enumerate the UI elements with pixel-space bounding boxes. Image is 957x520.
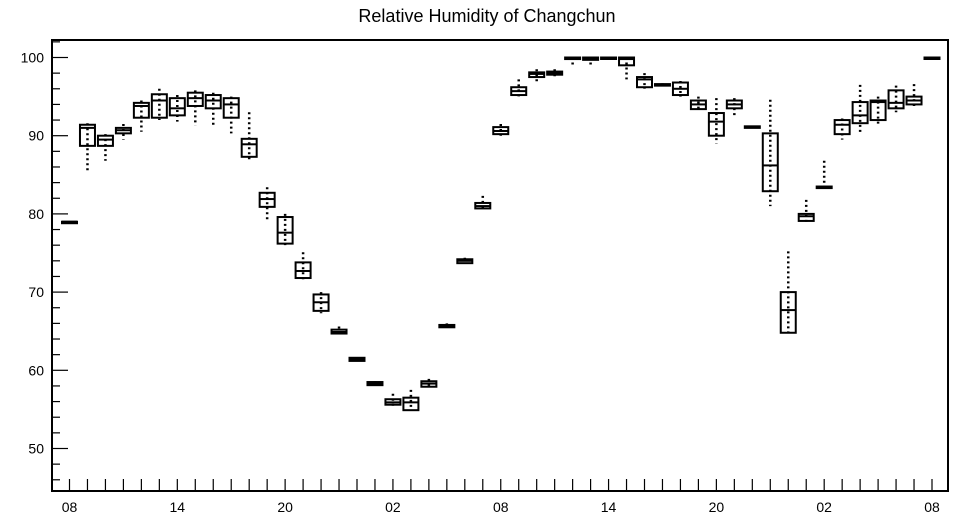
x-tick-label: 02 [385,499,401,515]
box-item [240,112,258,161]
box-item [833,118,851,140]
box-item [743,125,761,129]
box-body [779,291,797,334]
x-tick-label: 08 [924,499,940,515]
box-item [797,199,815,222]
box-body [761,132,779,193]
box-item [348,356,366,362]
x-tick-label: 20 [277,499,293,515]
box-item [420,378,438,388]
y-axis: 50 60 70 80 90 100 [21,41,68,481]
box-body [132,101,150,119]
box-item [294,252,312,280]
box-item [96,134,114,161]
box-item [653,83,671,87]
y-tick-label: 70 [28,284,44,300]
x-axis: 08 14 20 02 08 14 20 02 08 [62,479,940,515]
box-item [61,220,78,225]
box-body [618,56,636,67]
box-item [528,69,546,82]
box-item [132,100,150,132]
box-item [510,79,528,99]
box-item [402,389,420,412]
box-item [222,96,240,134]
box-item [600,56,618,60]
box-item [905,84,923,106]
box-item [869,96,887,124]
box-body [833,119,851,136]
box-item [78,123,96,171]
box-item [312,292,330,314]
box-item [671,80,689,97]
box-item [258,187,276,220]
box-item [366,381,384,387]
box-item [815,160,833,190]
box-item [851,84,869,135]
box-item [582,56,600,66]
box-body [240,137,258,158]
box-item [474,195,492,210]
chart-title: Relative Humidity of Changchun [358,6,615,26]
plot-frame [51,39,949,492]
box-item [761,99,779,207]
x-tick-label: 02 [816,499,832,515]
x-tick-label: 20 [709,499,725,515]
y-tick-label: 60 [28,362,44,378]
box-item [564,56,582,66]
box-item [618,56,636,80]
box-body [150,93,168,119]
box-series [61,56,941,412]
y-tick-label: 100 [21,50,45,66]
box-item [150,88,168,121]
y-tick-label: 80 [28,206,44,222]
box-item [276,213,294,246]
box-item [186,90,204,126]
box-item [384,393,402,408]
x-tick-label: 08 [62,499,78,515]
box-body [636,76,653,89]
x-tick-label: 14 [601,499,617,515]
box-item [636,73,653,89]
box-item [456,257,474,265]
box-body [204,94,222,110]
box-item [923,56,941,60]
box-body [168,97,186,117]
y-tick-label: 50 [28,441,44,457]
box-body [797,212,815,222]
box-body [276,216,294,245]
box-item [330,326,348,336]
box-item [114,123,132,140]
box-item [689,96,707,111]
box-body [186,91,204,107]
box-item [438,323,456,329]
box-body [851,101,869,125]
box-body [222,97,240,119]
box-item [725,98,743,117]
x-tick-label: 08 [493,499,509,515]
box-item [779,251,797,334]
box-body [96,134,114,147]
box-item [204,92,222,128]
box-item [707,98,725,144]
box-body [887,89,905,110]
box-body [78,123,96,147]
box-item [492,123,510,136]
box-item [168,95,186,122]
box-body [707,112,725,137]
box-body [869,99,887,122]
box-body [402,396,420,412]
box-item [546,69,564,77]
y-tick-label: 90 [28,128,44,144]
x-tick-label: 14 [170,499,186,515]
box-item [887,85,905,113]
